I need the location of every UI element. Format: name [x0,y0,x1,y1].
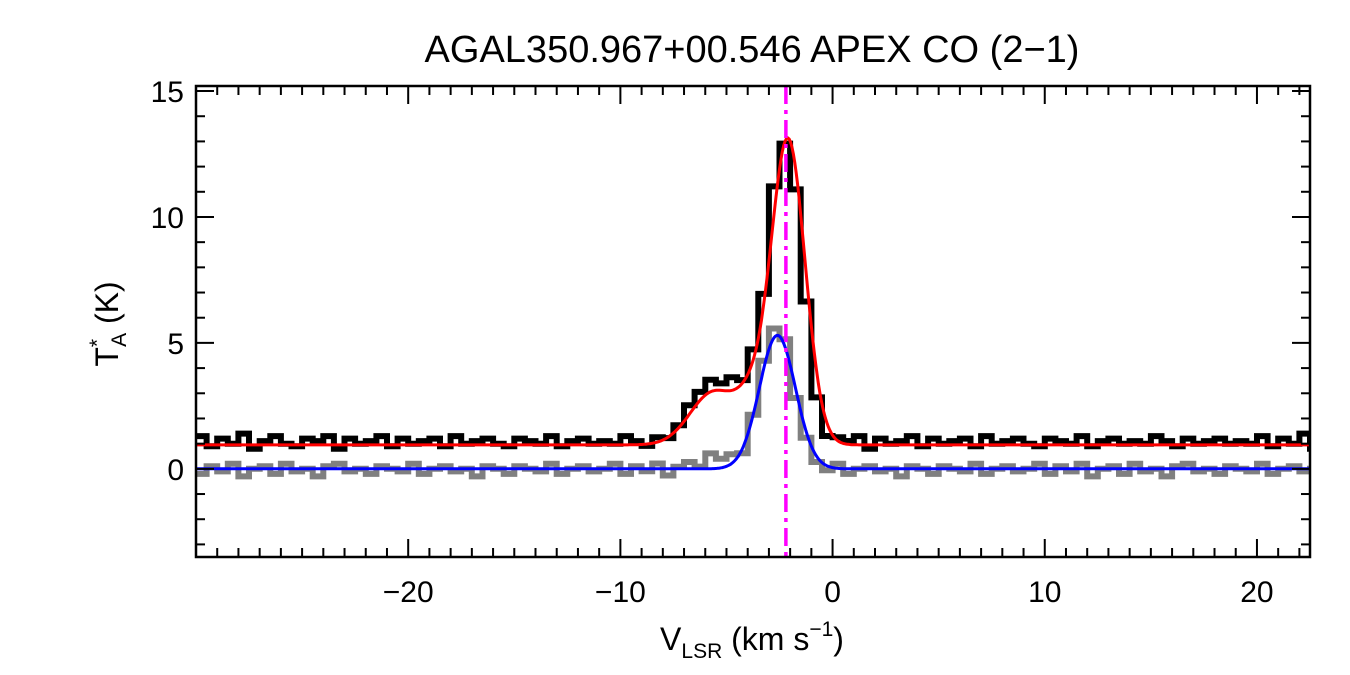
y-tick-label: 15 [151,76,184,109]
x-axis-label: VLSR (km s−1) [660,618,844,663]
spectrum-histogram-0 [196,140,1310,452]
chart-title: AGAL350.967+00.546 APEX CO (2−1) [425,29,1080,71]
y-axis-label-sup: * [86,339,109,347]
y-axis-label-sub: A [108,333,131,347]
x-axis-label-sup: −1 [809,618,833,641]
axis-ticks [196,86,1310,557]
y-tick-label: 10 [151,202,184,235]
fit-curve-2 [196,136,1310,447]
x-tick-label: 20 [1240,576,1273,609]
x-axis-label-main: V [660,621,682,657]
plot-frame [194,84,1312,559]
y-axis-label: T*A (K) [86,281,131,366]
x-tick-label: −20 [383,576,434,609]
x-axis-label-rest: (km s [722,621,809,657]
x-axis-label-end: ) [833,621,844,657]
series-group [196,136,1310,480]
y-tick-label: 0 [167,454,184,487]
x-tick-label: 10 [1028,576,1061,609]
tick-labels: −20 −10 0 10 20 0 5 10 15 [151,76,1274,609]
y-axis-label-rest: (K) [89,281,125,333]
plot-area [194,84,1312,559]
x-axis-label-sub: LSR [681,640,722,663]
fit-curve-3 [196,333,1310,471]
y-tick-label: 5 [167,328,184,361]
x-tick-label: −10 [595,576,646,609]
x-tick-label: 0 [824,576,841,609]
y-axis-label-main: T [89,347,125,367]
